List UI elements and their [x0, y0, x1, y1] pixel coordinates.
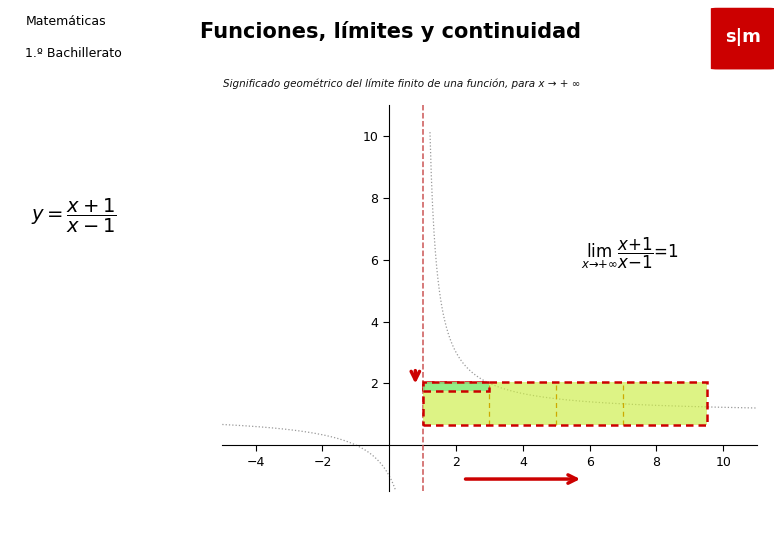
Text: Funciones, límites y continuidad: Funciones, límites y continuidad	[200, 21, 580, 42]
Bar	[423, 382, 490, 391]
Text: 1.º Bachillerato: 1.º Bachillerato	[26, 47, 122, 60]
FancyBboxPatch shape	[711, 8, 775, 70]
Text: s|m: s|m	[725, 28, 760, 46]
Text: $y = \dfrac{x + 1}{x - 1}$: $y = \dfrac{x + 1}{x - 1}$	[31, 197, 117, 235]
Bar	[423, 382, 707, 425]
Bar	[423, 382, 490, 391]
Text: $\lim_{x \to +\infty} \dfrac{x+1}{x-1} = 1$: $\lim_{x \to +\infty} \dfrac{x+1}{x-1} =…	[581, 236, 679, 271]
Text: Significado geométrico del límite finito de una función, para x → + ∞: Significado geométrico del límite finito…	[223, 79, 580, 90]
Bar	[423, 382, 707, 425]
Text: Matemáticas: Matemáticas	[26, 15, 106, 28]
